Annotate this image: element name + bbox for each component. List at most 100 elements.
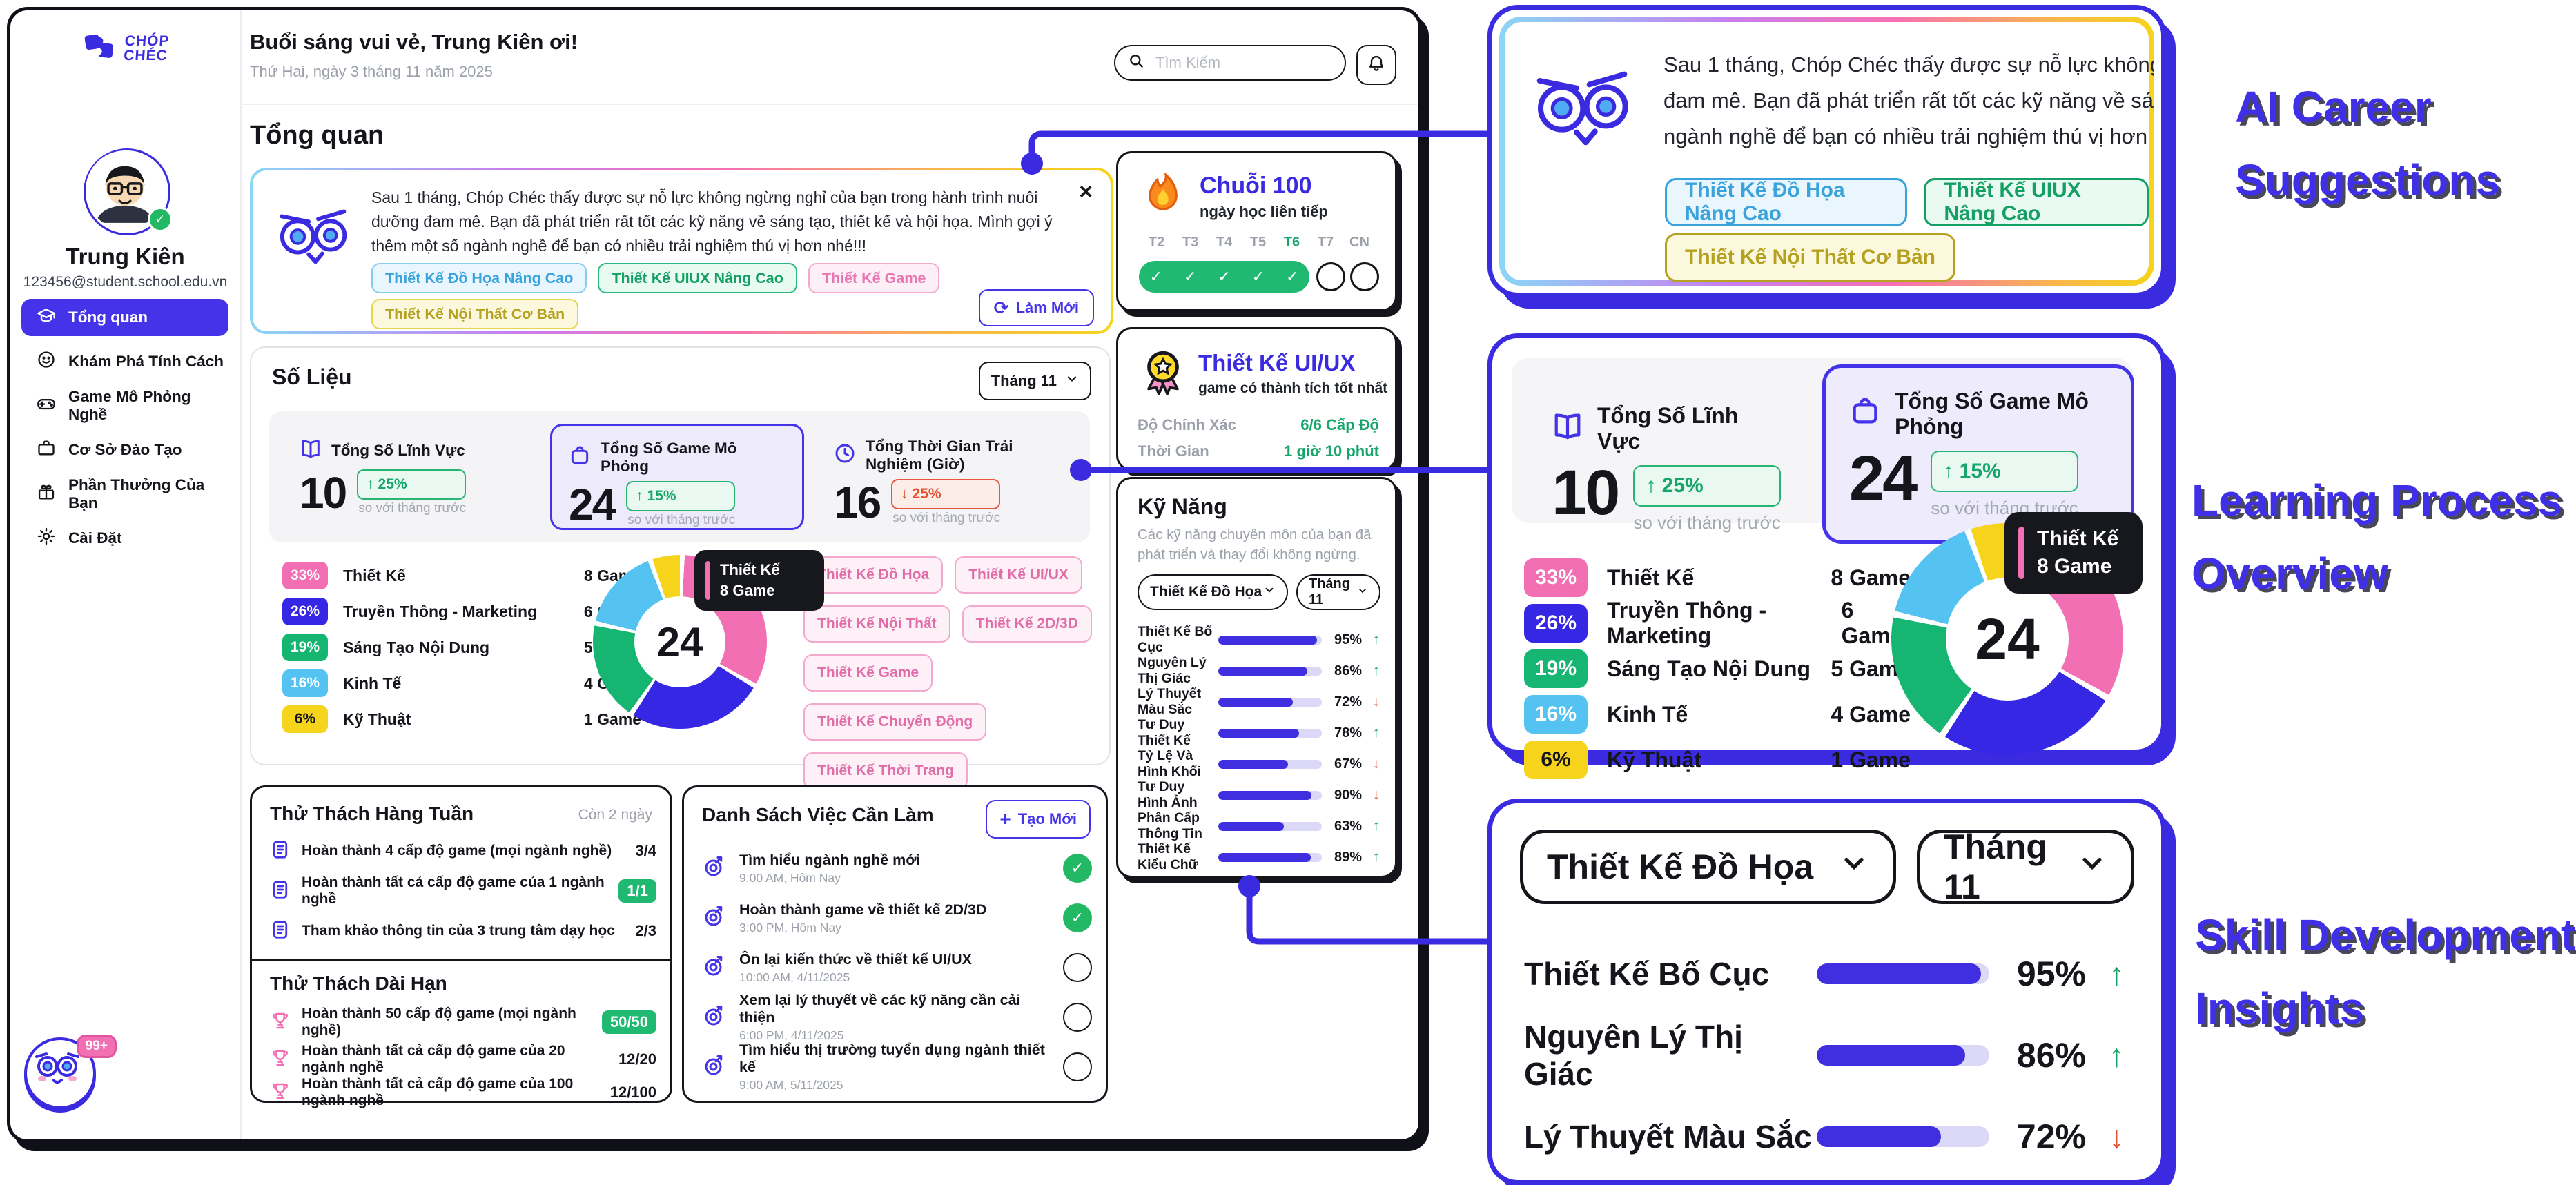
mascot-chat-button[interactable]: 99+ (24, 1035, 117, 1109)
create-todo-button[interactable]: + Tạo Mới (986, 800, 1091, 839)
longterm-challenges-title: Thử Thách Dài Hạn (270, 972, 447, 994)
career-chip[interactable]: Thiết Kế UIUX Nâng Cao (598, 263, 797, 293)
page: CHÓP CHÉC ✓ Trung (7, 5, 2576, 1185)
career-chip[interactable]: Thiết Kế Nội Thất Cơ Bản (371, 299, 579, 329)
trophy-icon (270, 1010, 291, 1035)
verified-badge-icon: ✓ (148, 207, 173, 232)
gamepad-icon (37, 394, 56, 418)
chevron-down-icon (2077, 847, 2107, 887)
todo-row: Xem lại lý thuyết về các kỹ năng cần cải… (702, 992, 1092, 1042)
gear-icon (37, 527, 56, 550)
user-email: 123456@student.school.edu.vn (23, 274, 228, 290)
skills-category-dropdown: Thiết Kế Đồ Họa (1520, 830, 1896, 904)
check-icon: ✓ (1183, 268, 1197, 285)
todo-row: Tìm hiểu thị trường tuyển dụng ngành thi… (702, 1041, 1092, 1092)
day-label: T4 (1216, 235, 1233, 250)
legend-pct: 26% (282, 598, 328, 625)
todo-checkbox-unchecked[interactable] (1063, 1003, 1092, 1032)
todo-checkbox-checked[interactable]: ✓ (1063, 854, 1092, 883)
skills-category-dropdown[interactable]: Thiết Kế Đồ Họa (1138, 574, 1288, 610)
sidebar-item-settings[interactable]: Cài Đặt (21, 520, 228, 557)
trophy-icon (270, 1048, 291, 1072)
close-icon[interactable]: × (1079, 179, 1093, 205)
legend-row: 33% Thiết Kế 8 Game (282, 560, 641, 591)
sidebar-item-personality[interactable]: Khám Phá Tính Cách (21, 343, 228, 380)
refresh-button[interactable]: ⟳ Làm Mới (978, 289, 1094, 326)
streak-card: Chuỗi 100 ngày học liên tiếp T2 T3 T4 T5… (1116, 151, 1397, 311)
check-icon: ✓ (1149, 268, 1162, 285)
sidebar-item-career-games[interactable]: Game Mô Phỏng Nghề (21, 387, 228, 424)
refresh-icon: ⟳ (993, 297, 1009, 318)
up-arrow-icon: ↑ (2109, 1037, 2125, 1073)
avatar[interactable]: ✓ (84, 148, 173, 235)
check-icon: ✓ (1218, 268, 1231, 285)
skills-month-dropdown[interactable]: Tháng 11 (1296, 574, 1380, 610)
streak-subtitle: ngày học liên tiếp (1200, 203, 1328, 220)
best-game-card: Thiết Kế UI/UX game có thành tích tốt nh… (1116, 327, 1397, 471)
target-icon (702, 1053, 727, 1081)
sidebar-item-label: Game Mô Phỏng Nghề (68, 388, 191, 423)
ai-suggestion-card: Sau 1 tháng, Chóp Chéc thấy được sự nỗ l… (250, 168, 1113, 334)
skill-row: Phân Cấp Thông Tin 63% ↑ (1138, 810, 1380, 841)
todo-checkbox-unchecked[interactable] (1063, 1052, 1092, 1081)
career-chip[interactable]: Thiết Kế Đồ Họa Nâng Cao (371, 263, 587, 293)
sidebar-item-overview[interactable]: Tổng quan (21, 299, 228, 336)
logo-text: CHÓP CHÉC (123, 32, 170, 63)
document-icon (270, 839, 291, 863)
search-box[interactable] (1114, 45, 1346, 81)
up-arrow-icon: ↑ (1372, 849, 1380, 865)
career-chip[interactable]: Thiết Kế Game (808, 263, 940, 293)
sidebar-item-label: Phần Thưởng Của Bạn (68, 476, 205, 511)
stat-fields: Tổng Số Lĩnh Vực 10 ↑ 25% so với tháng t… (283, 424, 537, 530)
check-icon: ✓ (1251, 268, 1265, 285)
month-dropdown[interactable]: Tháng 11 (978, 362, 1091, 400)
sidebar-item-training[interactable]: Cơ Sở Đào Tạo (21, 431, 228, 469)
sidebar-item-label: Khám Phá Tính Cách (68, 353, 224, 370)
metrics-title: Số Liệu (272, 364, 352, 389)
skills-card: Kỹ Năng Các kỹ năng chuyên môn của bạn đ… (1116, 477, 1397, 878)
chart-tooltip: Thiết Kế 8 Game (694, 550, 824, 611)
ai-message: Sau 1 tháng, Chóp Chéc thấy được sự nỗ l… (371, 188, 1053, 255)
medal-icon (1138, 347, 1189, 402)
bag-icon (1849, 395, 1881, 433)
day-label: T2 (1148, 235, 1165, 250)
document-icon (270, 919, 291, 943)
skill-row: Tỷ Lệ Và Hình Khối 67% ↓ (1138, 748, 1380, 779)
day-circle-empty (1316, 262, 1345, 291)
tag: Thiết Kế Nội Thất (803, 605, 950, 643)
notifications-button[interactable] (1356, 45, 1396, 85)
todo-row: Tìm hiểu ngành nghề mới 9:00 AM, Hôm Nay … (702, 848, 1092, 888)
search-input[interactable] (1154, 53, 1323, 72)
sidebar-item-rewards[interactable]: Phần Thưởng Của Bạn (21, 476, 228, 513)
todo-checkbox-checked[interactable]: ✓ (1063, 903, 1092, 932)
callout-learning-panel: Tổng Số Lĩnh Vực 10 ↑ 25% so với tháng t… (1487, 333, 2166, 779)
callout-ai-inner: Sau 1 tháng, Chóp Chéc thấy được sự nỗ l… (1499, 17, 2154, 286)
challenge-row: Hoàn thành 50 cấp độ game (mọi ngành ngh… (270, 1006, 656, 1038)
skill-row: Nguyên Lý Thị Giác 86% ↑ (1138, 655, 1380, 686)
tag: Thiết Kế UI/UX (955, 556, 1082, 594)
career-chip: Thiết Kế UIUX Nâng Cao (1924, 178, 2149, 226)
skills-description: Các kỹ năng chuyên môn của bạn đã phát t… (1138, 527, 1372, 562)
todo-title: Danh Sách Việc Cần Làm (702, 804, 934, 825)
day-label: T5 (1249, 235, 1267, 250)
trophy-icon (270, 1081, 291, 1105)
search-icon (1128, 52, 1146, 74)
annotation-learning-process: Learning Process Overview (2192, 476, 2563, 598)
day-label: T7 (1317, 235, 1334, 250)
skills-title: Kỹ Năng (1138, 494, 1227, 519)
challenge-row: Tham khảo thông tin của 3 trung tâm dạy … (270, 916, 656, 946)
tag: Thiết Kế Chuyển Động (803, 703, 987, 741)
legend-row: 19% Sáng Tạo Nội Dung 5 Game (1524, 649, 1911, 689)
todo-checkbox-unchecked[interactable] (1063, 953, 1092, 982)
day-label: T3 (1182, 235, 1199, 250)
legend-pct: 16% (282, 669, 328, 697)
stat-games-highlighted: Tổng Số Game Mô Phỏng 24 ↑ 15% so với th… (1822, 364, 2134, 544)
streak-progress: ✓ ✓ ✓ ✓ ✓ (1139, 261, 1309, 293)
callout-ai-panel: Sau 1 tháng, Chóp Chéc thấy được sự nỗ l… (1487, 5, 2166, 297)
challenge-row: Hoàn thành 4 cấp độ game (mọi ngành nghề… (270, 836, 656, 866)
target-icon (702, 854, 727, 883)
todo-row: Ôn lại kiến thức về thiết kế UI/UX 10:00 … (702, 948, 1092, 988)
user-name: Trung Kiên (66, 244, 185, 269)
skill-row: Thiết Kế Bố Cục 95% ↑ (1138, 624, 1380, 655)
target-icon (702, 1003, 727, 1032)
